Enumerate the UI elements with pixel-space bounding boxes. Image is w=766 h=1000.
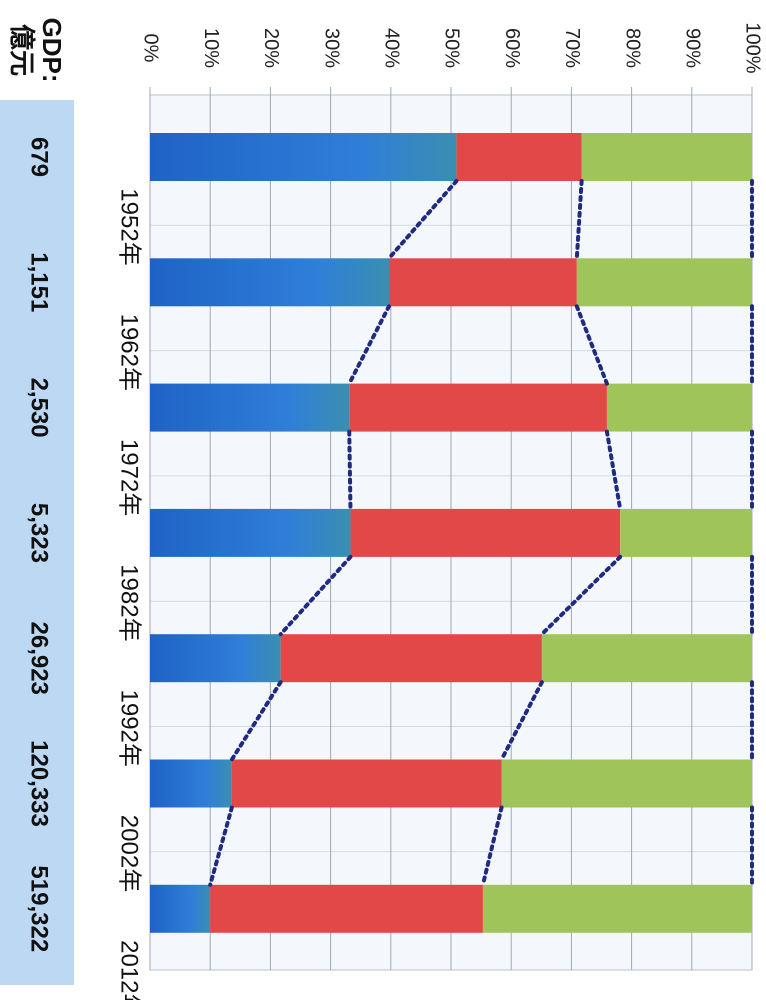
gdp-value: 519,322 [26, 865, 53, 952]
gdp-value: 26,923 [26, 621, 53, 694]
category-label: 1982年 [116, 564, 143, 641]
y-tick-label: 80% [621, 28, 643, 68]
y-tick-label: 90% [682, 28, 704, 68]
bar-segment-series-3 [606, 383, 752, 432]
category-label: 1992年 [116, 690, 143, 767]
connector-line [229, 680, 283, 762]
bar-segment-series-3 [581, 133, 752, 181]
y-tick-label: 0% [140, 34, 162, 63]
bar-segment-series-3 [541, 634, 752, 683]
y-tick-label: 60% [501, 28, 523, 68]
y-tick-label: 50% [441, 28, 463, 68]
y-tick-label: 40% [381, 28, 403, 68]
bar-segment-series-2 [388, 258, 577, 307]
connector-line [208, 805, 234, 887]
connector-line [347, 304, 391, 386]
connector-line [386, 179, 459, 261]
bar-segment-series-1 [150, 759, 232, 808]
bar-segment-series-3 [482, 884, 752, 933]
gdp-value: 679 [26, 137, 53, 177]
gdp-header-label: 億元 [7, 24, 37, 76]
y-tick-label: 20% [260, 28, 282, 68]
bar-segment-series-1 [150, 508, 351, 557]
bar-segment-series-1 [150, 383, 350, 432]
connector-line [604, 429, 623, 511]
connector-line [539, 554, 623, 637]
bar-segment-series-1 [150, 884, 211, 933]
gdp-value: 120,333 [26, 740, 53, 827]
category-label: 2012年 [116, 940, 143, 1000]
bar-segment-series-2 [456, 133, 582, 181]
connector-line [574, 179, 584, 261]
gdp-value: 1,151 [26, 252, 53, 312]
bar-segment-series-1 [150, 258, 389, 307]
y-tick-label: 100% [742, 22, 764, 73]
bar-segment-series-2 [231, 759, 502, 808]
gdp-value: 5,323 [26, 503, 53, 563]
y-tick-label: 10% [200, 28, 222, 68]
gdp-header-label: GDP: [37, 18, 67, 83]
bar-segment-series-2 [350, 508, 621, 557]
connector-line [574, 304, 609, 386]
category-label: 1972年 [116, 439, 143, 516]
bar-segment-series-3 [501, 759, 752, 808]
bar-segment-series-3 [576, 258, 752, 307]
bar-segment-series-2 [210, 884, 483, 933]
bar-segment-series-1 [150, 133, 457, 181]
connector-line [278, 554, 353, 637]
connector-line [499, 680, 544, 762]
connector-line [480, 805, 504, 887]
gdp-band [0, 100, 74, 985]
bar-segment-series-2 [349, 383, 607, 432]
category-label: 2002年 [116, 815, 143, 892]
bar-segment-series-3 [620, 508, 752, 557]
bar-segment-series-1 [150, 634, 281, 683]
gdp-value: 2,530 [26, 378, 53, 438]
y-tick-label: 70% [561, 28, 583, 68]
category-label: 1962年 [116, 314, 143, 391]
category-label: 1952年 [116, 188, 143, 265]
bar-segment-series-2 [280, 634, 542, 683]
connector-line [347, 429, 353, 511]
y-tick-label: 30% [320, 28, 342, 68]
